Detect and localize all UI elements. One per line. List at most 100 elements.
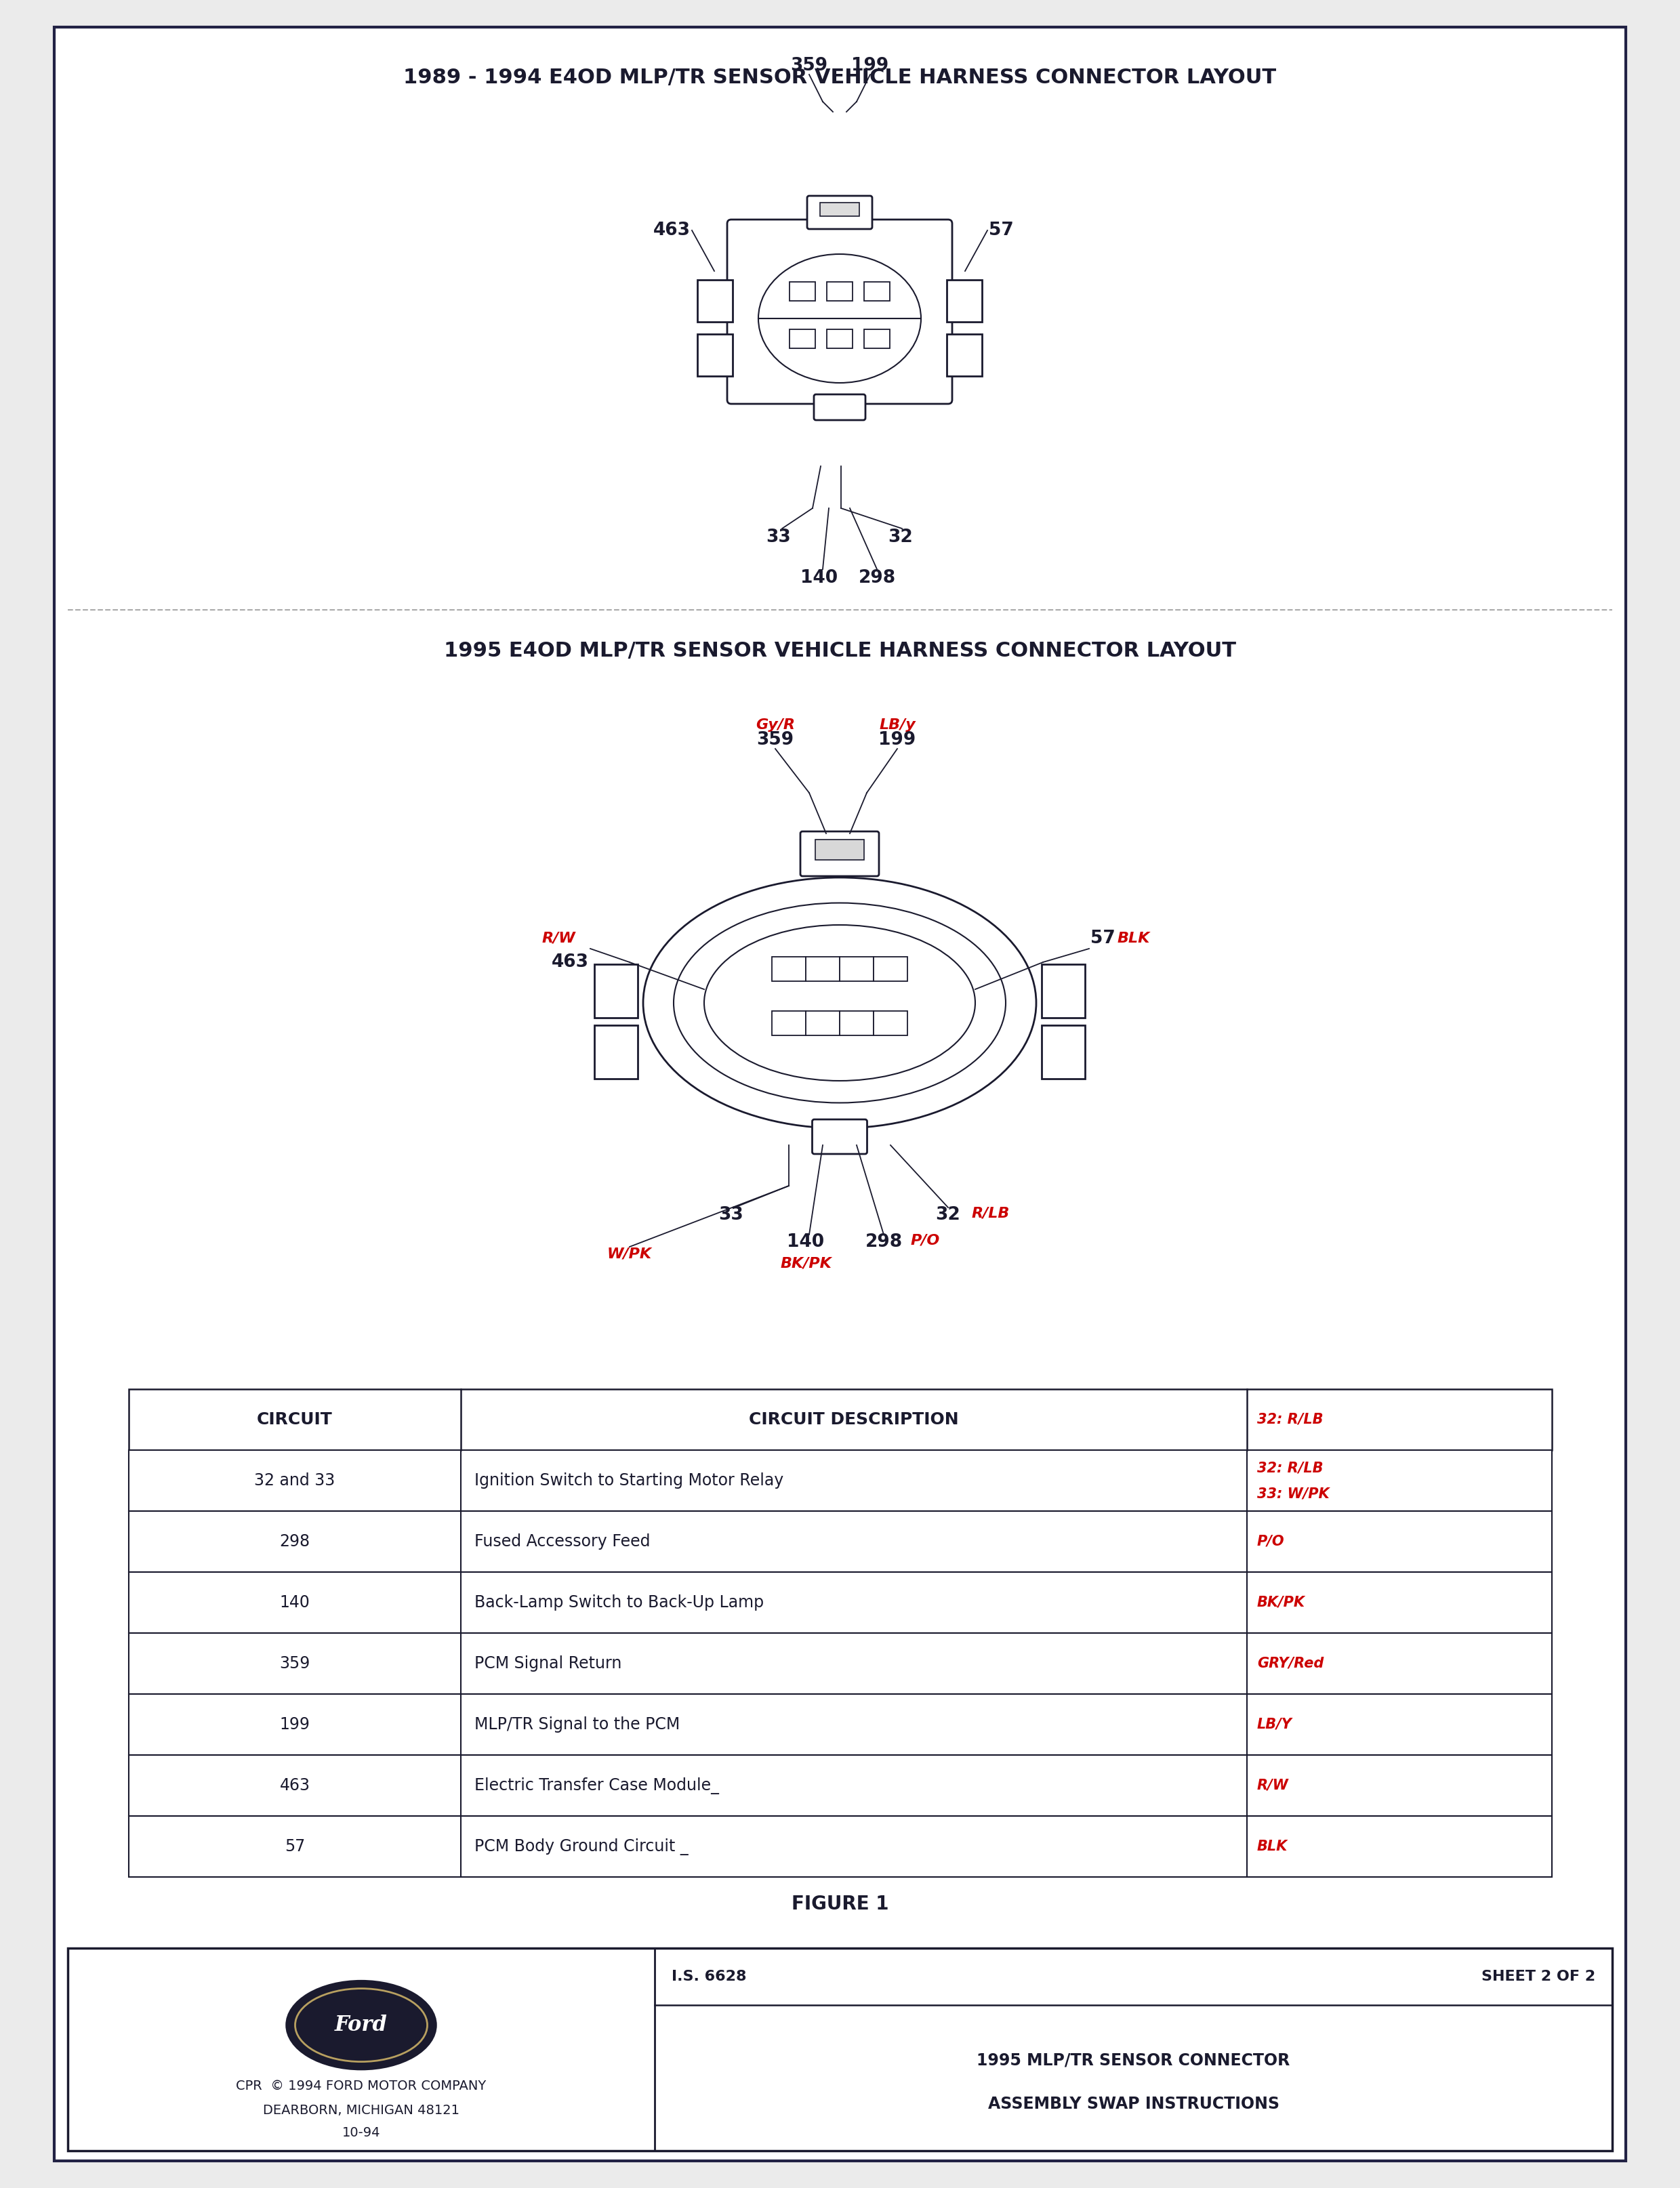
- Text: 1989 - 1994 E4OD MLP/TR SENSOR VEHICLE HARNESS CONNECTOR LAYOUT: 1989 - 1994 E4OD MLP/TR SENSOR VEHICLE H…: [403, 68, 1277, 88]
- Text: 463: 463: [654, 221, 690, 238]
- Text: CIRCUIT DESCRIPTION: CIRCUIT DESCRIPTION: [749, 1411, 959, 1429]
- Text: FIGURE 1: FIGURE 1: [791, 1895, 889, 1914]
- FancyBboxPatch shape: [806, 197, 872, 230]
- Text: 57: 57: [1090, 930, 1116, 947]
- Text: 33: 33: [766, 529, 791, 547]
- Bar: [806, 1011, 840, 1035]
- Text: 32 and 33: 32 and 33: [254, 1473, 336, 1488]
- FancyBboxPatch shape: [800, 831, 879, 875]
- FancyBboxPatch shape: [811, 1120, 867, 1153]
- Text: CIRCUIT: CIRCUIT: [257, 1411, 333, 1429]
- Bar: [864, 282, 890, 302]
- Text: 140: 140: [801, 569, 838, 586]
- Text: 32: R/LB: 32: R/LB: [1257, 1462, 1324, 1475]
- Bar: [840, 956, 874, 980]
- Text: I.S. 6628: I.S. 6628: [672, 1969, 746, 1982]
- Bar: [771, 956, 806, 980]
- FancyBboxPatch shape: [697, 335, 732, 376]
- Text: PCM Signal Return: PCM Signal Return: [474, 1656, 622, 1672]
- Text: 1995 E4OD MLP/TR SENSOR VEHICLE HARNESS CONNECTOR LAYOUT: 1995 E4OD MLP/TR SENSOR VEHICLE HARNESS …: [444, 641, 1236, 661]
- Text: 199: 199: [852, 57, 889, 74]
- Text: ASSEMBLY SWAP INSTRUCTIONS: ASSEMBLY SWAP INSTRUCTIONS: [988, 2096, 1278, 2111]
- Text: 199: 199: [279, 1715, 311, 1733]
- Text: CPR  © 1994 FORD MOTOR COMPANY: CPR © 1994 FORD MOTOR COMPANY: [237, 2079, 486, 2092]
- Bar: [790, 330, 815, 348]
- Text: 199: 199: [879, 731, 916, 748]
- FancyBboxPatch shape: [813, 394, 865, 420]
- Text: BLK: BLK: [1257, 1840, 1289, 1853]
- Text: SHEET 2 OF 2: SHEET 2 OF 2: [1482, 1969, 1596, 1982]
- Bar: [840, 1011, 874, 1035]
- Text: 1995 MLP/TR SENSOR CONNECTOR: 1995 MLP/TR SENSOR CONNECTOR: [976, 2052, 1290, 2068]
- Text: LB/y: LB/y: [879, 718, 916, 731]
- Bar: [129, 1632, 1552, 1694]
- Text: 359: 359: [756, 731, 795, 748]
- Text: Fused Accessory Feed: Fused Accessory Feed: [474, 1534, 650, 1549]
- FancyBboxPatch shape: [820, 203, 858, 217]
- Bar: [67, 1947, 1613, 2151]
- Text: 33: W/PK: 33: W/PK: [1257, 1488, 1329, 1501]
- Text: 140: 140: [279, 1595, 311, 1610]
- Text: R/W: R/W: [1257, 1779, 1289, 1792]
- Text: Gy/R: Gy/R: [756, 718, 795, 731]
- FancyBboxPatch shape: [727, 219, 953, 405]
- Text: Electric Transfer Case Module_: Electric Transfer Case Module_: [474, 1777, 719, 1794]
- FancyBboxPatch shape: [697, 280, 732, 322]
- Ellipse shape: [296, 1989, 427, 2061]
- Text: W/PK: W/PK: [606, 1247, 652, 1260]
- Text: P/O: P/O: [911, 1234, 941, 1247]
- Bar: [790, 282, 815, 302]
- Text: 32: R/LB: 32: R/LB: [1257, 1413, 1324, 1427]
- Text: Back-Lamp Switch to Back-Up Lamp: Back-Lamp Switch to Back-Up Lamp: [474, 1595, 764, 1610]
- Text: P/O: P/O: [1257, 1534, 1285, 1549]
- Text: LB/Y: LB/Y: [1257, 1718, 1292, 1731]
- FancyBboxPatch shape: [815, 840, 864, 860]
- FancyBboxPatch shape: [948, 280, 983, 322]
- Text: 463: 463: [279, 1777, 311, 1794]
- Bar: [874, 1011, 907, 1035]
- Bar: [874, 956, 907, 980]
- Text: 359: 359: [791, 57, 828, 74]
- Bar: [827, 282, 852, 302]
- Text: 57: 57: [990, 221, 1013, 238]
- Ellipse shape: [704, 926, 974, 1081]
- Text: 57: 57: [284, 1838, 306, 1855]
- Bar: [129, 1755, 1552, 1816]
- Ellipse shape: [758, 254, 921, 383]
- Text: GRY/Red: GRY/Red: [1257, 1656, 1324, 1669]
- Text: DEARBORN, MICHIGAN 48121: DEARBORN, MICHIGAN 48121: [264, 2105, 460, 2116]
- FancyBboxPatch shape: [948, 335, 983, 376]
- Bar: [129, 1512, 1552, 1571]
- Bar: [129, 1389, 1552, 1451]
- Text: 10-94: 10-94: [343, 2127, 380, 2140]
- FancyBboxPatch shape: [1042, 965, 1085, 1017]
- Text: R/W: R/W: [541, 932, 575, 945]
- Text: Ignition Switch to Starting Motor Relay: Ignition Switch to Starting Motor Relay: [474, 1473, 783, 1488]
- Text: BK/PK: BK/PK: [780, 1256, 832, 1271]
- Text: 32: 32: [889, 529, 914, 547]
- FancyBboxPatch shape: [595, 965, 638, 1017]
- Text: 140: 140: [788, 1234, 825, 1252]
- Text: 359: 359: [279, 1656, 311, 1672]
- Text: 298: 298: [865, 1234, 902, 1252]
- Bar: [806, 956, 840, 980]
- Ellipse shape: [287, 1980, 435, 2070]
- Bar: [771, 1011, 806, 1035]
- Bar: [864, 330, 890, 348]
- Text: MLP/TR Signal to the PCM: MLP/TR Signal to the PCM: [474, 1715, 680, 1733]
- Text: R/LB: R/LB: [971, 1206, 1010, 1219]
- Bar: [129, 1694, 1552, 1755]
- Ellipse shape: [643, 877, 1037, 1129]
- Text: PCM Body Ground Circuit _: PCM Body Ground Circuit _: [474, 1838, 689, 1855]
- Text: 33: 33: [719, 1206, 744, 1223]
- Bar: [827, 330, 852, 348]
- Bar: [129, 1816, 1552, 1877]
- Text: 298: 298: [279, 1534, 311, 1549]
- FancyBboxPatch shape: [1042, 1026, 1085, 1079]
- Text: 32: 32: [936, 1206, 961, 1223]
- Text: Ford: Ford: [334, 2015, 388, 2035]
- Bar: [129, 1571, 1552, 1632]
- Text: 298: 298: [858, 569, 895, 586]
- Text: 463: 463: [551, 954, 590, 971]
- FancyBboxPatch shape: [595, 1026, 638, 1079]
